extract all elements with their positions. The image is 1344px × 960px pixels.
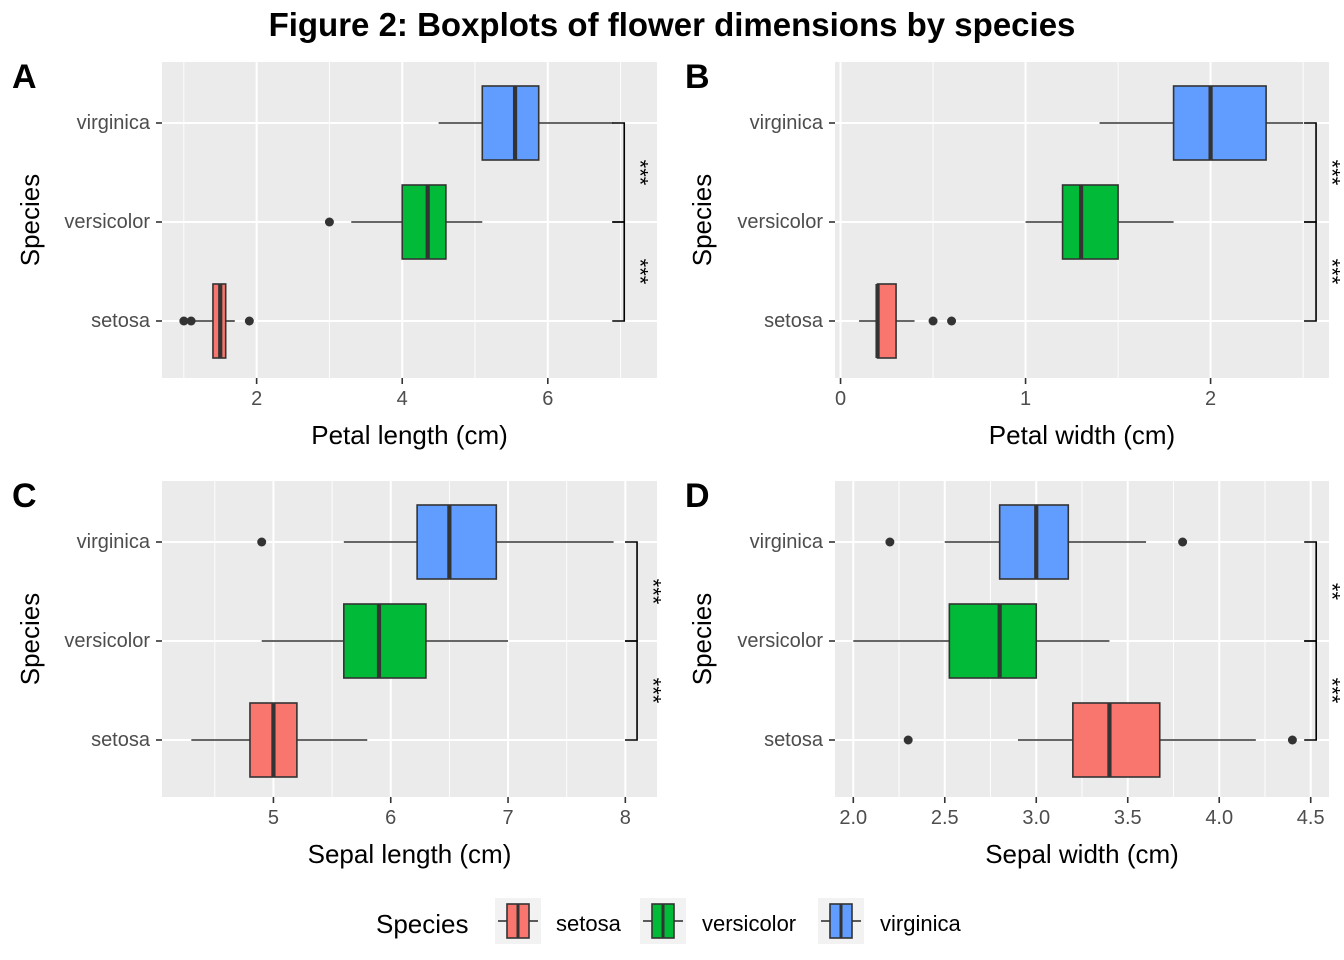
significance-bracket	[1304, 541, 1317, 642]
y-tick-label: setosa	[764, 729, 824, 751]
significance-bracket	[612, 122, 626, 223]
significance-label: ***	[641, 579, 666, 605]
box-versicolor	[948, 603, 1038, 679]
outlier-point	[1287, 735, 1297, 745]
y-axis-title: Species	[687, 593, 717, 686]
x-tick-label: 6	[542, 388, 553, 410]
significance-label: ***	[628, 160, 653, 186]
x-tick-label: 1	[1020, 388, 1031, 410]
x-tick-label: 2	[1205, 388, 1216, 410]
x-tick-label: 7	[502, 807, 513, 829]
outlier-point	[885, 537, 895, 547]
outlier-point	[244, 316, 254, 326]
y-tick-label: versicolor	[737, 630, 823, 652]
x-tick-label: 3.0	[1022, 807, 1050, 829]
y-axis-title: Species	[15, 174, 45, 267]
x-axis-title: Petal length (cm)	[311, 420, 508, 450]
x-tick-label: 3.5	[1114, 807, 1142, 829]
significance-label: ***	[628, 259, 653, 285]
y-tick-label: virginica	[77, 112, 151, 134]
significance-label: ***	[1320, 160, 1344, 186]
box-virginica	[998, 504, 1070, 580]
y-tick-label: versicolor	[64, 211, 150, 233]
legend-label-setosa: setosa	[556, 911, 622, 936]
legend-label-versicolor: versicolor	[702, 911, 796, 936]
x-tick-label: 0	[835, 388, 846, 410]
y-tick-label: setosa	[91, 310, 151, 332]
x-tick-label: 2.0	[839, 807, 867, 829]
outlier-point	[179, 316, 189, 326]
y-tick-label: versicolor	[64, 630, 150, 652]
outlier-point	[947, 316, 957, 326]
x-axis-title: Petal width (cm)	[989, 420, 1175, 450]
significance-bracket	[625, 541, 638, 642]
y-tick-label: virginica	[77, 531, 151, 553]
x-tick-label: 4.0	[1205, 807, 1233, 829]
significance-label: ***	[1320, 259, 1344, 285]
box-virginica	[416, 504, 498, 580]
x-tick-label: 4.5	[1297, 807, 1325, 829]
figure-title: Figure 2: Boxplots of flower dimensions …	[268, 6, 1076, 43]
x-tick-label: 6	[385, 807, 396, 829]
outlier-point	[324, 217, 334, 227]
panel-label: B	[685, 58, 710, 96]
y-axis-title: Species	[687, 174, 717, 267]
box-versicolor	[401, 184, 447, 260]
y-tick-label: versicolor	[737, 211, 823, 233]
significance-label: ***	[641, 678, 666, 704]
outlier-point	[257, 537, 267, 547]
box-virginica	[1172, 85, 1267, 161]
panel-label: D	[685, 477, 710, 515]
y-tick-label: virginica	[750, 531, 824, 553]
x-tick-label: 8	[620, 807, 631, 829]
panel-label: C	[12, 477, 37, 515]
y-tick-label: setosa	[764, 310, 824, 332]
box-setosa	[876, 283, 897, 359]
legend-title: Species	[376, 909, 469, 939]
y-axis-title: Species	[15, 593, 45, 686]
x-tick-label: 5	[268, 807, 279, 829]
box-setosa	[1072, 702, 1161, 778]
outlier-point	[928, 316, 938, 326]
y-tick-label: virginica	[750, 112, 824, 134]
x-axis-title: Sepal length (cm)	[308, 839, 512, 869]
y-tick-label: setosa	[91, 729, 151, 751]
significance-bracket	[1304, 122, 1317, 223]
significance-label: ***	[1320, 678, 1344, 704]
x-tick-label: 2.5	[931, 807, 959, 829]
box-virginica	[481, 85, 540, 161]
legend-label-virginica: virginica	[880, 911, 961, 936]
outlier-point	[186, 316, 196, 326]
box-versicolor	[1061, 184, 1119, 260]
box-versicolor	[343, 603, 427, 679]
outlier-point	[903, 735, 913, 745]
panel-label: A	[12, 58, 37, 96]
x-axis-title: Sepal width (cm)	[985, 839, 1179, 869]
outlier-point	[1178, 537, 1188, 547]
significance-label: **	[1320, 583, 1344, 601]
x-tick-label: 2	[251, 388, 262, 410]
x-tick-label: 4	[397, 388, 408, 410]
